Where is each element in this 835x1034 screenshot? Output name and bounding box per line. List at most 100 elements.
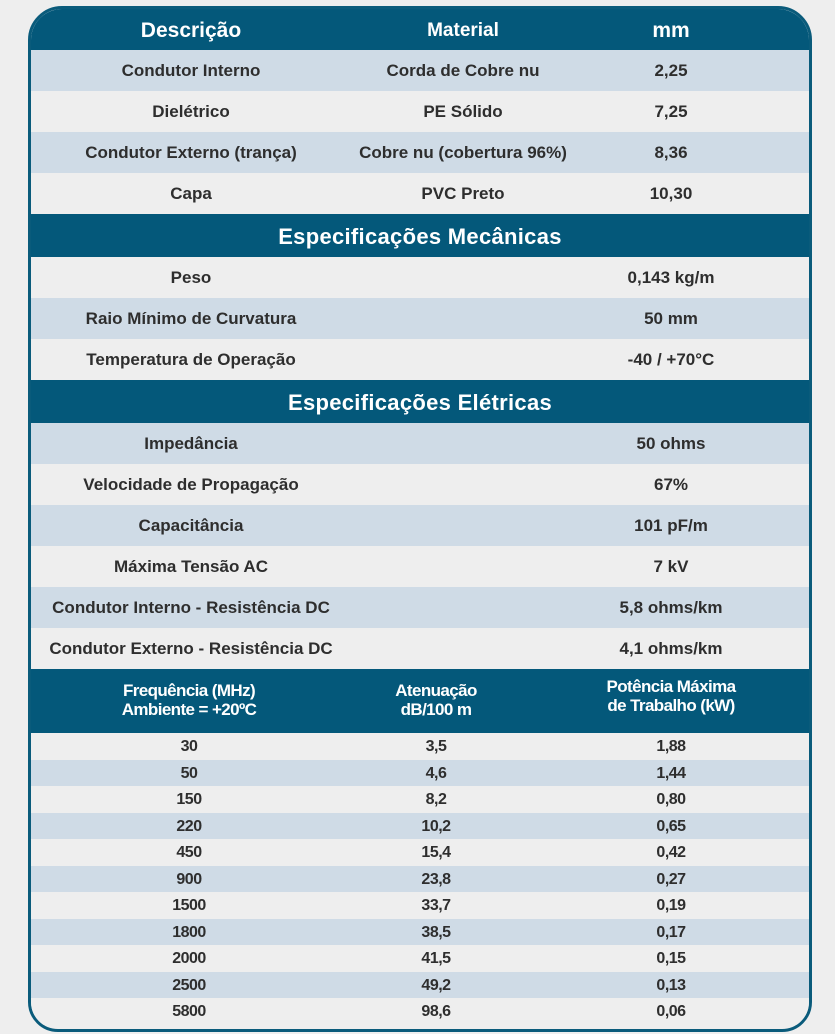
frequency-row: 1500 33,7 0,19: [31, 892, 809, 919]
frequency-row: 2000 41,5 0,15: [31, 945, 809, 972]
cell: 23,8: [421, 870, 451, 888]
cell: Máxima Tensão AC: [114, 557, 268, 576]
mechanical-row: Peso 0,143 kg/m: [31, 257, 809, 298]
construction-header: Descrição Material mm: [31, 9, 809, 50]
cell: Condutor Externo (trança): [85, 143, 297, 162]
cell: 15,4: [421, 844, 451, 861]
cell: 0,143 kg/m: [627, 268, 715, 287]
cell: 0,06: [656, 1003, 686, 1020]
cell: 98,6: [421, 1003, 451, 1020]
header-line: Atenuação: [395, 681, 477, 700]
frequency-row: 900 23,8 0,27: [31, 865, 809, 892]
cell: Cobre nu (cobertura 96%): [359, 143, 567, 162]
cell: 8,2: [425, 791, 447, 808]
cell: 10,2: [421, 817, 451, 835]
frequency-row: 150 8,2 0,80: [31, 786, 809, 813]
cell: 0,19: [656, 897, 686, 914]
cell: 5800: [172, 1003, 206, 1020]
cell: Temperatura de Operação: [86, 350, 296, 369]
cell: 4,1 ohms/km: [619, 639, 723, 658]
header-line: Ambiente = +20ºC: [121, 700, 257, 719]
cell: Velocidade de Propagação: [83, 475, 299, 494]
cell: 7 kV: [653, 557, 689, 576]
cell: Dielétrico: [152, 102, 230, 121]
cell: 0,17: [656, 923, 686, 941]
header-frequency: Frequência (MHz) Ambiente = +20ºC: [122, 681, 257, 719]
cell: 7,25: [654, 102, 688, 121]
header-line: Potência Máxima: [606, 677, 737, 696]
header-mm: mm: [652, 19, 690, 42]
cell: 150: [176, 791, 202, 808]
cell: 0,15: [656, 950, 686, 967]
cell: 30: [180, 738, 198, 755]
construction-row: Condutor Interno Corda de Cobre nu 2,25: [31, 50, 809, 91]
cell: 2000: [172, 950, 206, 967]
cell: 4,6: [425, 764, 447, 782]
cell: Condutor Interno: [121, 61, 261, 80]
header-line: dB/100 m: [400, 700, 472, 719]
electrical-row: Condutor Interno - Resistência DC 5,8 ohm…: [31, 587, 809, 628]
cell: Raio Mínimo de Curvatura: [85, 309, 297, 328]
spec-table-card: Descrição Material mm Condutor Interno Co…: [28, 6, 812, 1032]
cell: Impedância: [144, 434, 238, 453]
cell: 0,80: [656, 791, 686, 808]
cell: 50: [180, 764, 198, 782]
cell: 101 pF/m: [634, 516, 708, 535]
electrical-row: Máxima Tensão AC 7 kV: [31, 546, 809, 587]
cell: 1800: [172, 923, 206, 941]
cell: 67%: [653, 475, 689, 494]
cell: 3,5: [425, 738, 447, 755]
cell: Condutor Externo - Resistência DC: [49, 639, 333, 658]
mechanical-row: Temperatura de Operação -40 / +70°C: [31, 339, 809, 380]
cell: 450: [176, 844, 202, 861]
cell: 38,5: [421, 923, 451, 941]
header-description: Descrição: [140, 19, 242, 42]
cell: 8,36: [654, 143, 688, 162]
electrical-row: Condutor Externo - Resistência DC 4,1 ohm…: [31, 628, 809, 669]
cell: 10,30: [649, 184, 693, 203]
cell: 41,5: [421, 950, 451, 967]
electrical-row: Impedância 50 ohms: [31, 423, 809, 464]
header-line: de Trabalho (kW): [607, 696, 735, 715]
header-max-power: Potência Máxima de Trabalho (kW): [606, 677, 737, 715]
cell: 0,65: [656, 817, 686, 835]
cell: 900: [176, 870, 202, 888]
construction-row: Capa PVC Preto 10,30: [31, 173, 809, 214]
mechanical-section-title: Especificações Mecânicas: [31, 214, 809, 257]
cell: -40 / +70°C: [627, 350, 715, 369]
header-material: Material: [427, 20, 499, 41]
cell: PE Sólido: [423, 102, 503, 121]
frequency-row: 50 4,6 1,44: [31, 759, 809, 786]
cell: 2500: [172, 976, 206, 994]
header-line: Frequência (MHz): [122, 681, 256, 700]
cell: 1,44: [656, 764, 686, 782]
electrical-section-title: Especificações Elétricas: [31, 380, 809, 423]
header-attenuation: Atenuação dB/100 m: [395, 681, 477, 719]
frequency-header: Frequência (MHz) Ambiente = +20ºC Atenuaç…: [31, 669, 809, 733]
frequency-row: 450 15,4 0,42: [31, 839, 809, 866]
frequency-row: 220 10,2 0,65: [31, 812, 809, 839]
electrical-row: Capacitância 101 pF/m: [31, 505, 809, 546]
frequency-row: 5800 98,6 0,06: [31, 998, 809, 1025]
cell: Condutor Interno - Resistência DC: [52, 598, 330, 617]
cell: Capacitância: [138, 516, 244, 535]
mechanical-row: Raio Mínimo de Curvatura 50 mm: [31, 298, 809, 339]
cell: 1500: [172, 897, 206, 914]
cell: PVC Preto: [421, 184, 505, 203]
construction-row: Condutor Externo (trança) Cobre nu (cober…: [31, 132, 809, 173]
cell: 0,27: [656, 870, 686, 888]
cell: Capa: [170, 184, 212, 203]
cell: 1,88: [656, 738, 686, 755]
cell: 49,2: [421, 976, 451, 994]
construction-row: Dielétrico PE Sólido 7,25: [31, 91, 809, 132]
frequency-row: 2500 49,2 0,13: [31, 971, 809, 998]
cell: Corda de Cobre nu: [386, 61, 540, 80]
cell: 50 ohms: [636, 434, 706, 453]
cell: 0,13: [656, 976, 686, 994]
cell: 50 mm: [644, 309, 698, 328]
cell: 5,8 ohms/km: [619, 598, 723, 617]
electrical-row: Velocidade de Propagação 67%: [31, 464, 809, 505]
cell: 33,7: [421, 897, 451, 914]
frequency-row: 1800 38,5 0,17: [31, 918, 809, 945]
cell: 220: [176, 817, 202, 835]
